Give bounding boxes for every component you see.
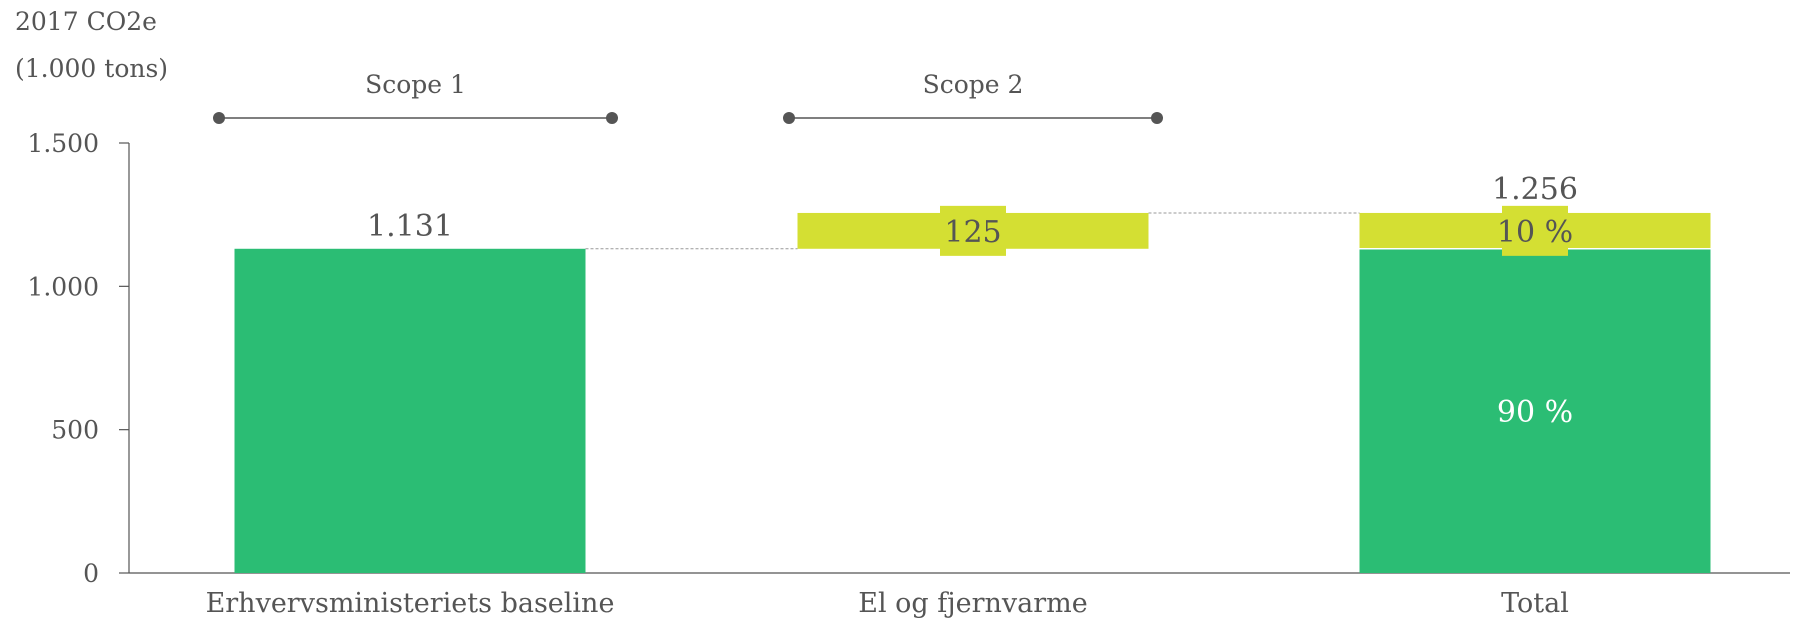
scope-label: Scope 2: [923, 70, 1024, 99]
y-axis-title-line-2: (1.000 tons): [15, 54, 168, 83]
x-category-label: Erhvervsministeriets baseline: [206, 588, 615, 619]
y-tick-label: 1.500: [27, 129, 99, 158]
y-tick-label: 1.000: [27, 272, 99, 301]
scope-bracket-end: [1151, 112, 1163, 124]
scope-bracket-end: [213, 112, 225, 124]
y-tick-label: 0: [83, 559, 99, 588]
data-label: 90 %: [1497, 395, 1573, 430]
data-label: 125: [944, 215, 1001, 250]
x-category-label: El og fjernvarme: [858, 588, 1088, 619]
data-label-box: [940, 205, 1006, 256]
data-label: 10 %: [1497, 215, 1573, 250]
plot-area: 0 500 1.000 1.500 Erhvervsministeriets basel…: [27, 70, 1790, 619]
scope-bracket-end: [783, 112, 795, 124]
bar-segment: [1359, 248, 1711, 573]
data-label-box: [1502, 205, 1568, 256]
total-label: 1.256: [1492, 172, 1578, 207]
y-tick-label: 500: [51, 416, 99, 445]
bar-segment: [234, 248, 586, 573]
scope-bracket-end: [606, 112, 618, 124]
scope-label: Scope 1: [365, 70, 466, 99]
data-label: 1.131: [367, 209, 453, 244]
x-category-label: Total: [1501, 588, 1569, 619]
y-axis-title-line-1: 2017 CO2e: [15, 7, 157, 36]
